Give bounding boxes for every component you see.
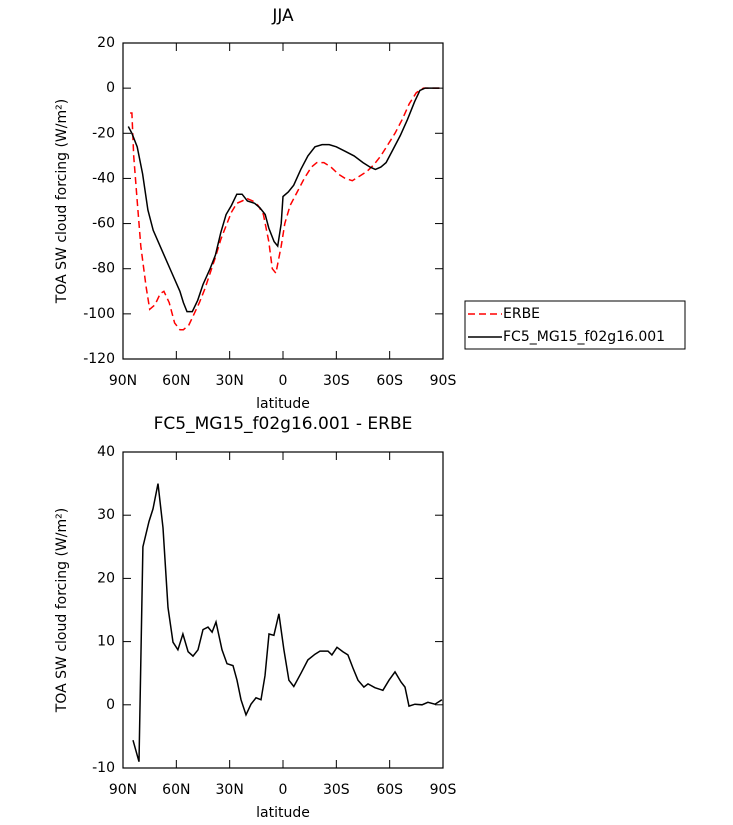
x-tick-label: 30S xyxy=(323,373,350,389)
x-tick-label: 90S xyxy=(430,782,457,798)
data-line xyxy=(132,483,443,762)
x-tick-label: 60N xyxy=(162,782,190,798)
data-line xyxy=(130,87,440,331)
x-tick-label: 60N xyxy=(162,373,190,389)
y-tick-label: -60 xyxy=(92,216,115,232)
plot-frame xyxy=(122,42,444,360)
x-tick-label: 90N xyxy=(109,782,137,798)
x-tick-label: 30N xyxy=(216,782,244,798)
x-axis-label: latitude xyxy=(256,396,310,412)
y-tick-label: 0 xyxy=(106,80,115,96)
y-axis-label: TOA SW cloud forcing (W/m²) xyxy=(54,99,70,304)
y-tick-label: 30 xyxy=(97,507,115,523)
x-tick-label: 60S xyxy=(376,782,403,798)
plot-frame xyxy=(122,451,444,769)
legend-label: ERBE xyxy=(503,306,540,322)
y-tick-label: 20 xyxy=(97,35,115,51)
chart-title: FC5_MG15_f02g16.001 - ERBE xyxy=(154,414,413,434)
x-tick-label: 30N xyxy=(216,373,244,389)
y-axis-label: TOA SW cloud forcing (W/m²) xyxy=(54,508,70,713)
y-tick-label: 0 xyxy=(106,697,115,713)
data-line xyxy=(127,87,440,313)
x-tick-label: 90N xyxy=(109,373,137,389)
legend-box xyxy=(464,300,686,350)
y-tick-label: -100 xyxy=(83,306,115,322)
y-tick-label: -10 xyxy=(92,760,115,776)
y-tick-label: -40 xyxy=(92,170,115,186)
y-tick-label: -80 xyxy=(92,261,115,277)
x-tick-label: 60S xyxy=(376,373,403,389)
x-tick-label: 0 xyxy=(279,782,288,798)
y-tick-label: 20 xyxy=(97,570,115,586)
y-tick-label: 40 xyxy=(97,444,115,460)
y-tick-label: -20 xyxy=(92,125,115,141)
y-tick-label: -120 xyxy=(83,351,115,367)
x-tick-label: 30S xyxy=(323,782,350,798)
x-tick-label: 90S xyxy=(430,373,457,389)
y-tick-label: 10 xyxy=(97,634,115,650)
chart-title: JJA xyxy=(271,6,294,26)
x-axis-label: latitude xyxy=(256,805,310,821)
x-tick-label: 0 xyxy=(279,373,288,389)
legend-label: FC5_MG15_f02g16.001 xyxy=(503,329,665,345)
